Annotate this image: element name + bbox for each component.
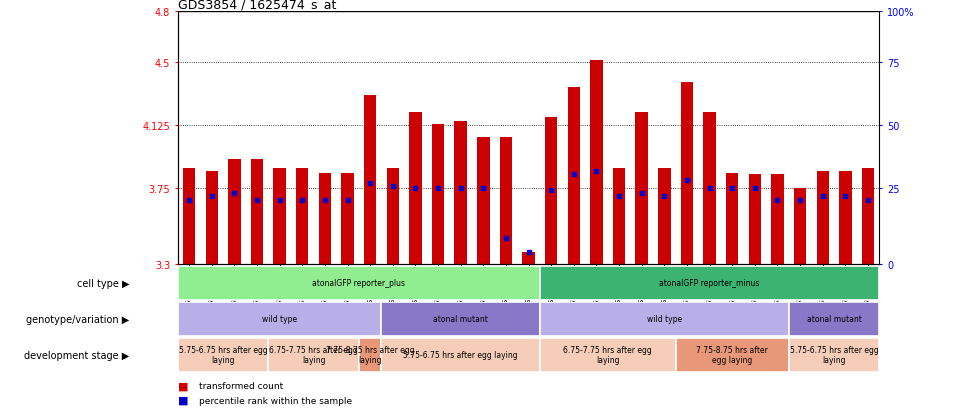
Bar [568,88,580,264]
Text: 5.75-6.75 hrs after egg laying: 5.75-6.75 hrs after egg laying [404,350,518,359]
Text: 7.75-8.75 hrs after egg
laying: 7.75-8.75 hrs after egg laying [326,345,414,364]
Bar [455,121,467,264]
Bar [540,338,676,372]
Bar [703,113,716,264]
Bar [268,338,358,372]
Text: 6.75-7.75 hrs after egg
laying: 6.75-7.75 hrs after egg laying [269,345,357,364]
Bar [540,302,789,336]
Bar [386,169,399,264]
Bar [178,302,382,336]
Bar [523,252,534,264]
Bar [839,172,851,264]
Bar [749,175,761,264]
Text: 6.75-7.75 hrs after egg
laying: 6.75-7.75 hrs after egg laying [563,345,653,364]
Text: cell type ▶: cell type ▶ [77,278,130,288]
Text: atonalGFP reporter_minus: atonalGFP reporter_minus [659,278,760,287]
Bar [540,266,879,300]
Bar [178,266,540,300]
Bar [206,172,218,264]
Bar [613,169,626,264]
Bar [635,113,648,264]
Bar [726,173,738,264]
Bar [680,83,693,264]
Text: atonal mutant: atonal mutant [806,314,861,323]
Bar [658,169,671,264]
Bar [862,169,875,264]
Bar [477,138,489,264]
Bar [772,175,784,264]
Bar [296,169,308,264]
Bar [817,172,829,264]
Text: atonal mutant: atonal mutant [433,314,488,323]
Text: atonalGFP reporter_plus: atonalGFP reporter_plus [312,278,406,287]
Bar [789,338,879,372]
Bar [545,118,557,264]
Bar [358,338,382,372]
Bar [364,96,377,264]
Text: 5.75-6.75 hrs after egg
laying: 5.75-6.75 hrs after egg laying [179,345,267,364]
Bar [382,338,540,372]
Text: wild type: wild type [262,314,297,323]
Text: development stage ▶: development stage ▶ [24,350,130,360]
Text: genotype/variation ▶: genotype/variation ▶ [27,314,130,324]
Bar [500,138,512,264]
Bar [676,338,789,372]
Bar [273,169,285,264]
Bar [409,113,422,264]
Bar [183,169,195,264]
Bar [341,173,354,264]
Bar [251,160,263,264]
Bar [789,302,879,336]
Text: 7.75-8.75 hrs after
egg laying: 7.75-8.75 hrs after egg laying [697,345,768,364]
Bar [178,338,268,372]
Bar [382,302,540,336]
Bar [228,160,240,264]
Text: GDS3854 / 1625474_s_at: GDS3854 / 1625474_s_at [178,0,336,11]
Text: ■: ■ [178,381,188,391]
Bar [319,173,332,264]
Text: percentile rank within the sample: percentile rank within the sample [199,396,352,405]
Text: 5.75-6.75 hrs after egg
laying: 5.75-6.75 hrs after egg laying [790,345,878,364]
Bar [431,125,444,264]
Bar [794,188,806,264]
Text: ■: ■ [178,395,188,405]
Bar [590,61,603,264]
Text: transformed count: transformed count [199,382,283,391]
Text: wild type: wild type [647,314,682,323]
